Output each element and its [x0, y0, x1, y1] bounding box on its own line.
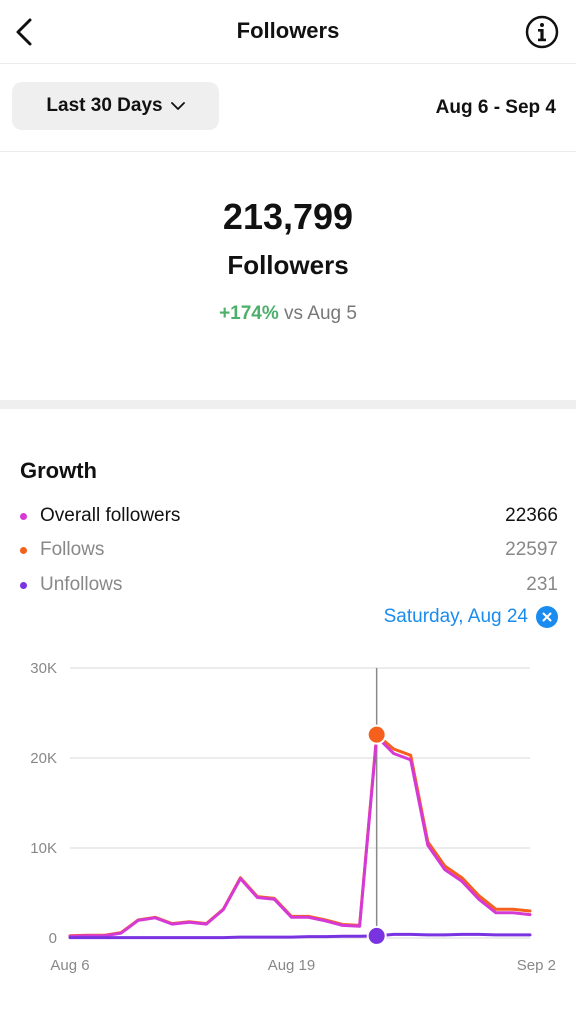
date-range-text: Aug 6 - Sep 4 [435, 97, 556, 118]
chevron-left-icon [16, 18, 32, 46]
legend-value: 22366 [505, 505, 558, 526]
follower-count-label: Followers [227, 250, 349, 280]
highlight-point-follows [366, 724, 387, 745]
follower-change: +174% vs Aug 5 [0, 303, 576, 325]
info-button[interactable] [524, 14, 560, 50]
legend-dot-overall [20, 512, 27, 520]
growth-chart[interactable]: 0 10K 20K 30K Aug 6 Aug 19 Sep 2 [0, 650, 576, 980]
chevron-down-icon [170, 102, 185, 110]
date-range-dropdown[interactable]: Last 30 Days [12, 82, 219, 130]
highlight-point-unfollows [366, 925, 387, 946]
legend-unfollows: Unfollows 231 [20, 571, 558, 599]
legend-dot-unfollows [20, 581, 27, 589]
follower-change-percent: +174% [219, 303, 279, 324]
legend-label: Overall followers [40, 505, 181, 526]
x-tick-label: Aug 6 [50, 957, 89, 974]
x-tick-label: Sep 2 [517, 957, 556, 974]
y-tick-label: 20K [30, 750, 57, 767]
follower-count: 213,799 [222, 196, 354, 237]
y-tick-label: 0 [49, 930, 57, 947]
selected-date-chip[interactable]: Saturday, Aug 24 [384, 606, 558, 628]
legend-follows: Follows 22597 [20, 536, 558, 564]
y-tick-label: 30K [30, 660, 57, 677]
legend-value: 231 [526, 574, 558, 595]
legend-label: Unfollows [40, 574, 123, 595]
series-line-follows [68, 733, 532, 938]
series-line-overall-followers [68, 735, 532, 938]
divider [0, 151, 576, 152]
y-tick-label: 10K [30, 840, 57, 857]
legend-overall-followers: Overall followers 22366 [20, 502, 558, 530]
legend-value: 22597 [505, 539, 558, 560]
series-line-unfollows [68, 932, 532, 940]
legend-dot-follows [20, 546, 27, 554]
back-button[interactable] [4, 12, 44, 52]
x-tick-label: Aug 19 [268, 957, 316, 974]
selected-date-label: Saturday, Aug 24 [383, 606, 528, 627]
top-bar: Followers [0, 0, 576, 64]
clear-selection-button[interactable] [536, 606, 558, 628]
follower-change-suffix: vs Aug 5 [284, 303, 357, 324]
section-divider [0, 400, 576, 409]
growth-section-title: Growth [20, 458, 97, 483]
date-range-dropdown-label: Last 30 Days [46, 95, 163, 116]
page-title: Followers [236, 18, 340, 43]
info-icon [525, 15, 559, 49]
close-icon [542, 612, 552, 622]
legend-label: Follows [40, 539, 105, 560]
